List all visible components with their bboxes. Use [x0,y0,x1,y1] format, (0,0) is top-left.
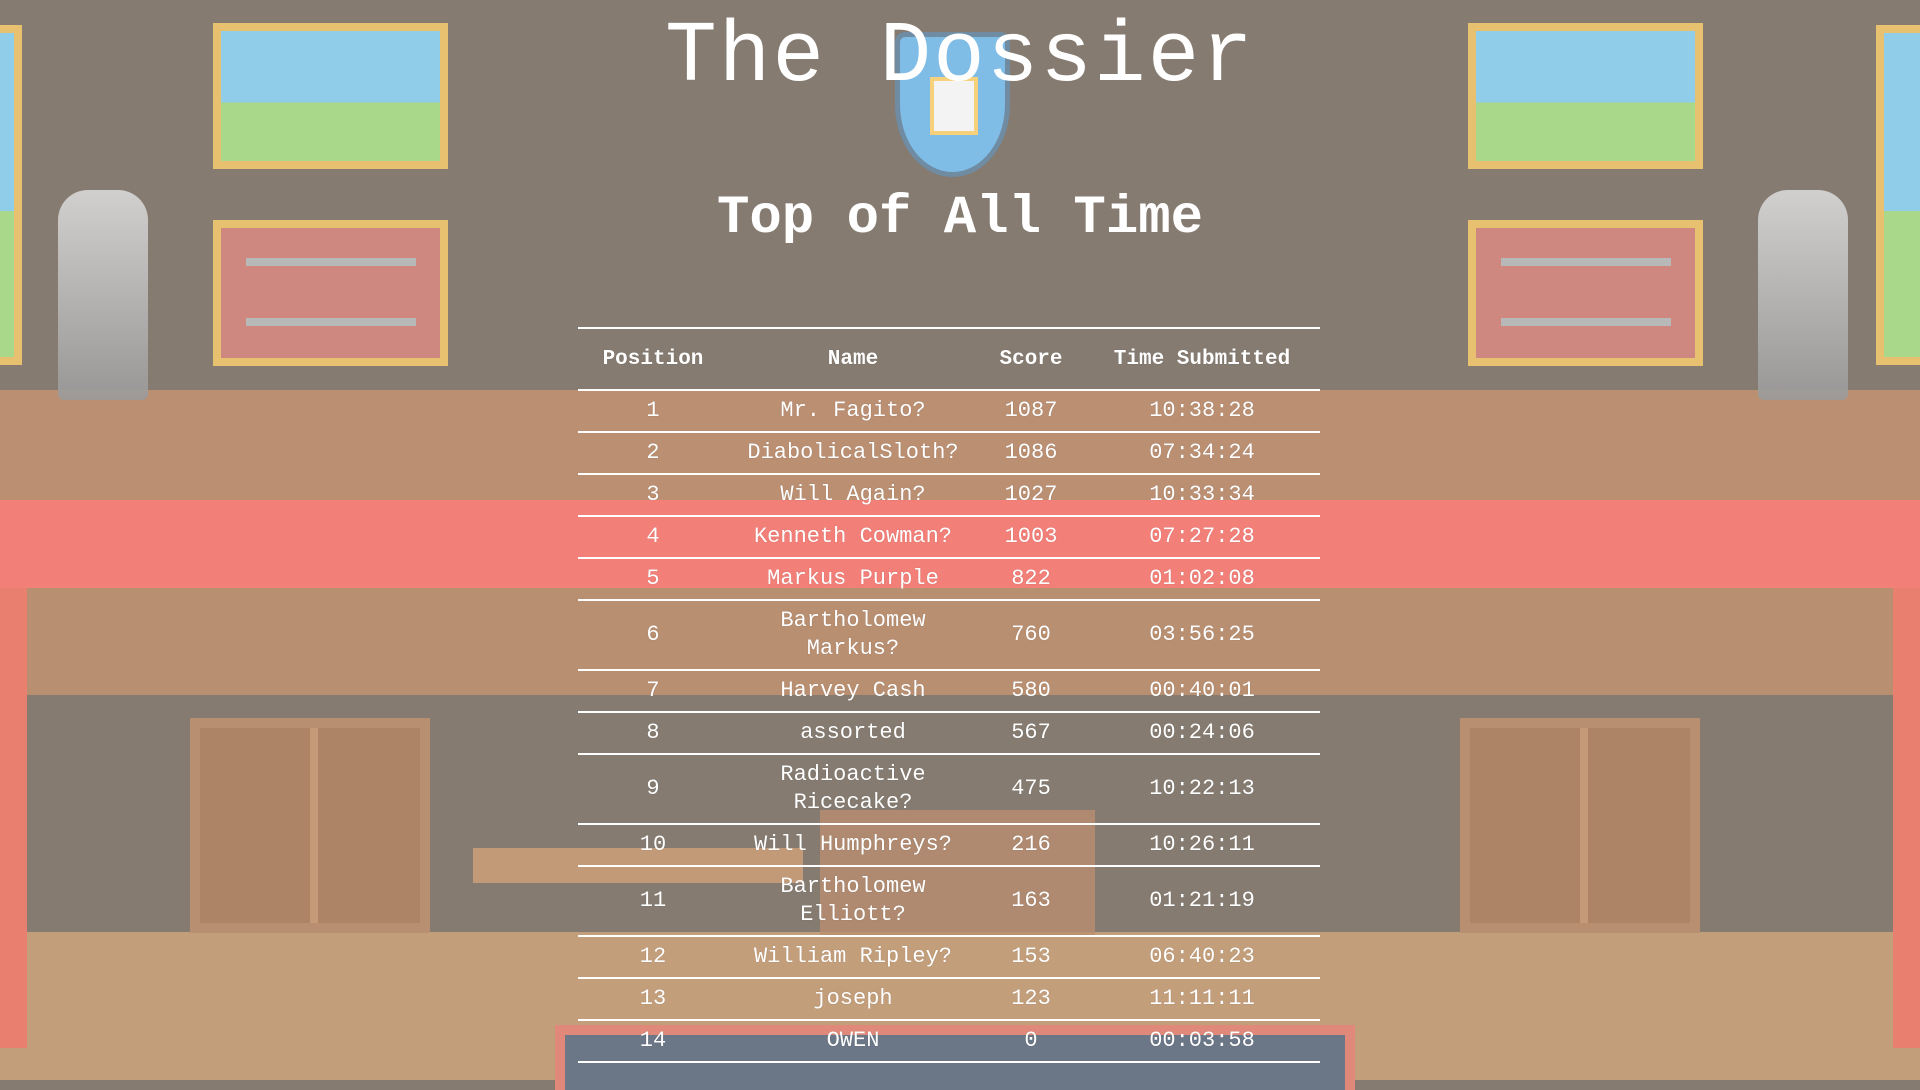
cell-name: Will Humphreys? [728,824,978,867]
cell-time: 07:27:28 [1084,516,1320,559]
cell-position: 14 [578,1020,728,1063]
landscape-painting-right [1468,23,1703,169]
table-row: 2 DiabolicalSloth? 1086 07:34:24 [578,432,1320,475]
cell-name: Will Again? [728,474,978,517]
table-row: 12 William Ripley? 153 06:40:23 [578,936,1320,979]
swords-display-right [1468,220,1703,366]
cell-score: 760 [978,600,1084,671]
landscape-painting-left [213,23,448,169]
cell-name: Harvey Cash [728,670,978,713]
table-row: 7 Harvey Cash 580 00:40:01 [578,670,1320,713]
cell-time: 01:02:08 [1084,558,1320,601]
leaderboard-table: Position Name Score Time Submitted 1 Mr. … [578,327,1320,1063]
leaderboard-subtitle: Top of All Time [716,188,1204,249]
cell-position: 11 [578,866,728,937]
table-row: 1 Mr. Fagito? 1087 10:38:28 [578,390,1320,433]
swords-display-left [213,220,448,366]
header-row: Position Name Score Time Submitted [578,327,1320,391]
table-row: 8 assorted 567 00:24:06 [578,712,1320,755]
painting-edge-right [1876,25,1920,365]
cell-position: 6 [578,600,728,671]
cell-position: 13 [578,978,728,1021]
table-row: 11 Bartholomew Elliott? 163 01:21:19 [578,866,1320,937]
table-row: 5 Markus Purple 822 01:02:08 [578,558,1320,601]
cell-name: Bartholomew Markus? [728,600,978,671]
cell-name: OWEN [728,1020,978,1063]
door-right [1460,718,1700,933]
header-position: Position [578,327,728,391]
painting-edge-left [0,25,22,365]
cell-time: 00:40:01 [1084,670,1320,713]
table-row: 14 OWEN 0 00:03:58 [578,1020,1320,1063]
table-row: 4 Kenneth Cowman? 1003 07:27:28 [578,516,1320,559]
table-row: 13 joseph 123 11:11:11 [578,978,1320,1021]
cell-name: joseph [728,978,978,1021]
header-name: Name [728,327,978,391]
cell-time: 10:26:11 [1084,824,1320,867]
table-row: 6 Bartholomew Markus? 760 03:56:25 [578,600,1320,671]
cell-time: 01:21:19 [1084,866,1320,937]
table-row: 3 Will Again? 1027 10:33:34 [578,474,1320,517]
sword-icon [1501,318,1671,326]
cell-score: 580 [978,670,1084,713]
cell-score: 822 [978,558,1084,601]
cell-score: 1027 [978,474,1084,517]
cell-score: 153 [978,936,1084,979]
cell-position: 7 [578,670,728,713]
cell-position: 5 [578,558,728,601]
sword-icon [246,318,416,326]
door-left [190,718,430,933]
table-row: 10 Will Humphreys? 216 10:26:11 [578,824,1320,867]
right-brick-column [1893,588,1920,1048]
cell-position: 9 [578,754,728,825]
cell-score: 0 [978,1020,1084,1063]
cell-time: 10:38:28 [1084,390,1320,433]
cell-name: Mr. Fagito? [728,390,978,433]
cell-position: 3 [578,474,728,517]
cell-name: Markus Purple [728,558,978,601]
knight-armor-right [1758,190,1848,400]
page-title: The Dossier [665,8,1255,106]
knight-armor-left [58,190,148,400]
cell-time: 06:40:23 [1084,936,1320,979]
cell-name: DiabolicalSloth? [728,432,978,475]
cell-score: 1086 [978,432,1084,475]
cell-time: 10:33:34 [1084,474,1320,517]
cell-time: 07:34:24 [1084,432,1320,475]
cell-time: 00:03:58 [1084,1020,1320,1063]
cell-score: 1003 [978,516,1084,559]
cell-name: William Ripley? [728,936,978,979]
cell-position: 8 [578,712,728,755]
cell-name: Kenneth Cowman? [728,516,978,559]
cell-position: 10 [578,824,728,867]
cell-score: 475 [978,754,1084,825]
cell-name: Bartholomew Elliott? [728,866,978,937]
shield-emblem-icon [895,32,1010,177]
sword-icon [1501,258,1671,266]
header-score: Score [978,327,1084,391]
cell-score: 1087 [978,390,1084,433]
cell-time: 00:24:06 [1084,712,1320,755]
cell-position: 12 [578,936,728,979]
cell-score: 123 [978,978,1084,1021]
cell-position: 2 [578,432,728,475]
cell-name: assorted [728,712,978,755]
table-row: 9 Radioactive Ricecake? 475 10:22:13 [578,754,1320,825]
cell-position: 4 [578,516,728,559]
cell-time: 11:11:11 [1084,978,1320,1021]
cell-score: 567 [978,712,1084,755]
cell-score: 163 [978,866,1084,937]
cell-time: 03:56:25 [1084,600,1320,671]
cell-score: 216 [978,824,1084,867]
cell-time: 10:22:13 [1084,754,1320,825]
header-time: Time Submitted [1084,327,1320,391]
cell-position: 1 [578,390,728,433]
left-brick-column [0,588,27,1048]
cell-name: Radioactive Ricecake? [728,754,978,825]
sword-icon [246,258,416,266]
